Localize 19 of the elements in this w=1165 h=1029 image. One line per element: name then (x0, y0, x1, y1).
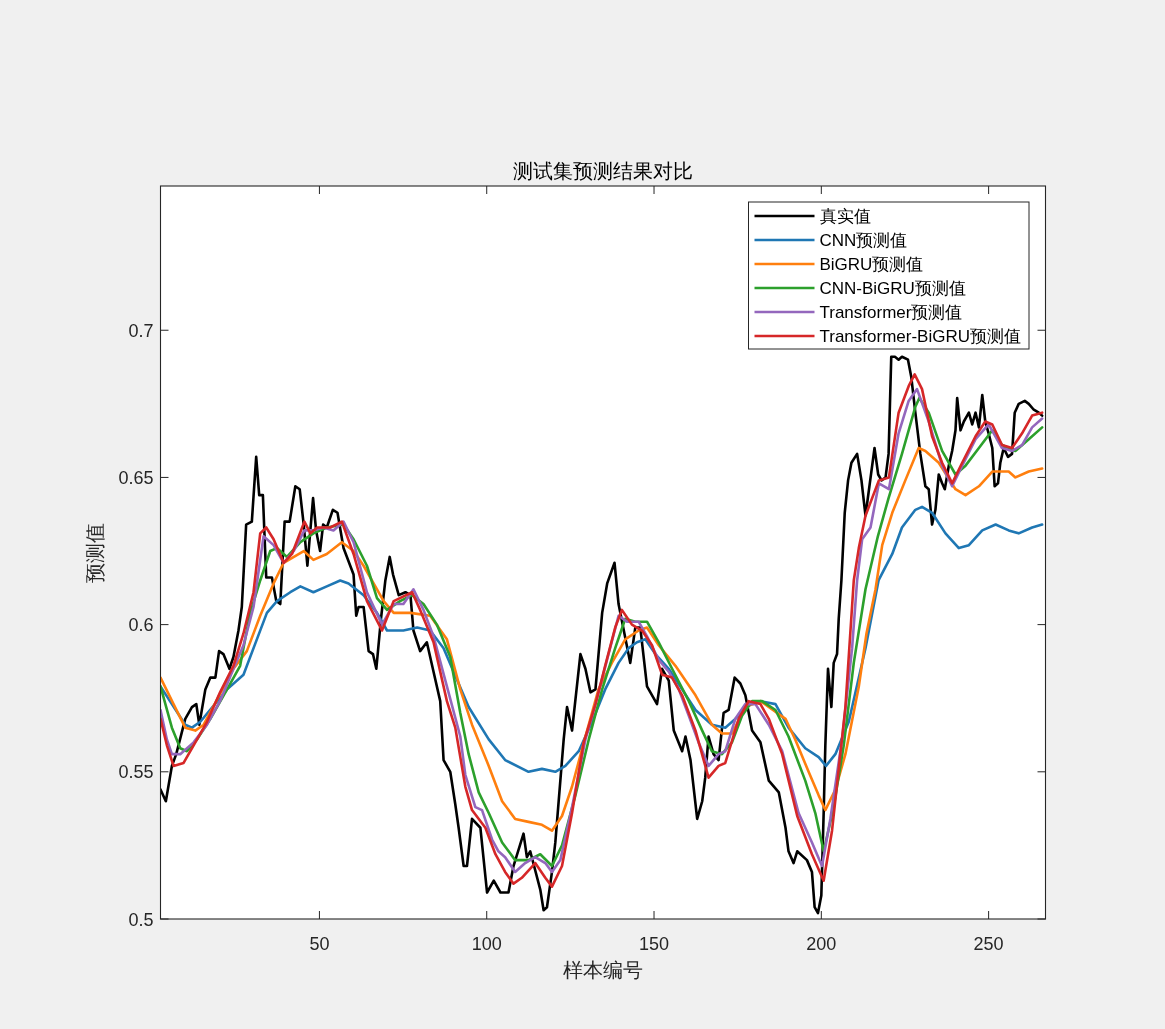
x-tick-label: 100 (471, 934, 502, 954)
legend-label: BiGRU预测值 (819, 255, 924, 274)
chart-title: 测试集预测结果对比 (513, 160, 693, 182)
x-tick-label: 250 (973, 934, 1004, 954)
x-tick-label: 50 (309, 934, 330, 954)
x-tick-label: 200 (806, 934, 837, 954)
y-tick-label: 0.7 (128, 320, 154, 341)
x-tick-label: 150 (639, 934, 670, 954)
y-tick-label: 0.55 (118, 762, 154, 783)
y-axis-title: 预测值 (84, 522, 106, 583)
legend-label: Transformer-BiGRU预测值 (819, 327, 1021, 346)
legend-label: Transformer预测值 (819, 303, 963, 322)
x-axis-title: 样本编号 (563, 959, 643, 981)
legend-label: CNN预测值 (819, 231, 908, 250)
legend-label: 真实值 (819, 207, 871, 226)
y-tick-label: 0.5 (128, 909, 154, 930)
y-tick-label: 0.6 (128, 615, 154, 636)
legend-label: CNN-BiGRU预测值 (819, 279, 966, 298)
y-tick-label: 0.65 (118, 467, 154, 488)
